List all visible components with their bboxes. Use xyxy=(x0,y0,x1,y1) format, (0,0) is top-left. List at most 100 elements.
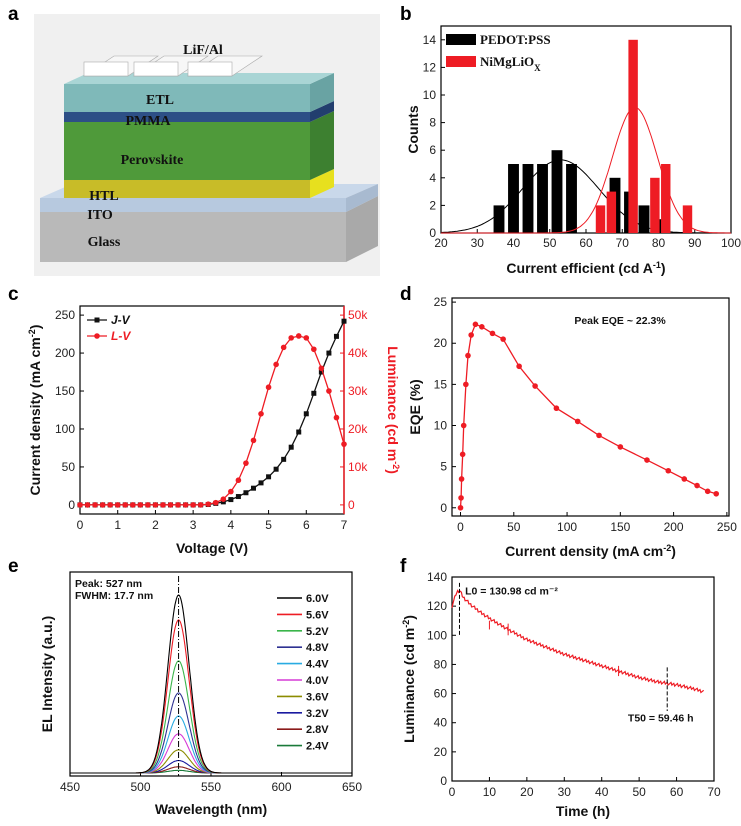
x-axis-label: Time (h) xyxy=(556,803,610,819)
point-lv xyxy=(341,441,347,447)
x-tick-label: 0 xyxy=(77,518,84,532)
legend-label: 5.2V xyxy=(306,626,329,638)
x-tick-label: 3 xyxy=(190,518,197,532)
eqe-point xyxy=(532,383,538,389)
point-lv xyxy=(114,502,121,508)
t50-annotation: T50 = 59.46 h xyxy=(628,712,694,724)
axes-c: 0 1 2 3 4 5 6 7050100150200250010k20k30k40k50kJ… xyxy=(27,305,401,556)
point-lv xyxy=(280,344,287,351)
x-tick-label: 600 xyxy=(271,780,291,794)
panel-label-b: b xyxy=(400,4,412,25)
y2-axis-label: Luminance (cd m-2) xyxy=(385,346,401,474)
y-tick-label: 5 xyxy=(440,460,447,474)
legend-label: 2.4V xyxy=(306,741,329,753)
plot-frame xyxy=(451,297,730,517)
x-tick-label: 30 xyxy=(558,785,572,799)
point-jv xyxy=(281,456,287,462)
glass-layer xyxy=(40,212,346,262)
point-lv xyxy=(107,502,113,508)
bar-pedot xyxy=(566,164,577,233)
y-tick-label: 50 xyxy=(62,460,76,474)
x-tick-label: 150 xyxy=(610,520,630,534)
point-jv xyxy=(333,333,339,339)
y-axis-label: EL Intensity (a.u.) xyxy=(39,616,55,732)
y-axis-label: Current density (mA cm-2) xyxy=(27,325,43,496)
y-tick-label: 10 xyxy=(434,419,448,433)
device-stack: LiF/Al ETL PMMA Perovskite HTL ITO Glass xyxy=(34,14,380,276)
point-lv xyxy=(333,414,340,421)
point-lv xyxy=(205,501,212,507)
layer-label-glass: Glass xyxy=(88,235,121,250)
y2-tick-label: 10k xyxy=(348,460,368,474)
point-jv xyxy=(311,390,317,396)
y-tick-label: 100 xyxy=(427,628,447,642)
bar-nimgliox xyxy=(661,164,671,233)
eqe-point xyxy=(472,321,479,328)
etl-side xyxy=(310,73,334,112)
y2-tick-label: 30k xyxy=(348,384,368,398)
legend-label: 3.2V xyxy=(306,708,329,720)
y-tick-label: 0 xyxy=(429,226,436,240)
line-lv xyxy=(80,335,345,506)
spectrum-annotation: Peak: 527 nm xyxy=(75,578,142,590)
x-tick-label: 10 xyxy=(483,785,497,799)
y-tick-label: 15 xyxy=(434,377,448,391)
x-tick-label: 30 xyxy=(471,236,485,250)
htl-layer xyxy=(64,180,310,198)
htl-side xyxy=(310,169,334,198)
y-tick-label: 2 xyxy=(429,198,436,212)
eqe-point xyxy=(463,381,469,388)
y2-tick-label: 0 xyxy=(348,498,355,512)
x-tick-label: 70 xyxy=(707,785,721,799)
point-jv xyxy=(235,494,241,500)
pmma-layer xyxy=(64,112,310,122)
y-tick-label: 150 xyxy=(55,384,75,398)
eqe-point xyxy=(459,451,466,458)
electrode-strip xyxy=(133,61,179,77)
point-jv xyxy=(228,497,234,503)
y-tick-label: 4 xyxy=(429,171,436,185)
x-tick-label: 60 xyxy=(670,785,684,799)
point-lv xyxy=(250,437,257,444)
bar-nimgliox xyxy=(628,39,638,233)
point-lv xyxy=(99,502,106,508)
ito-side xyxy=(346,184,378,212)
y-tick-label: 40 xyxy=(434,716,448,730)
eqe-point xyxy=(468,332,474,338)
point-jv xyxy=(243,490,249,496)
y-axis-label: EQE (%) xyxy=(407,379,423,434)
point-lv xyxy=(77,502,83,508)
x-tick-label: 80 xyxy=(652,236,666,250)
y-tick-label: 140 xyxy=(427,570,447,584)
point-lv xyxy=(182,502,189,508)
legend: PEDOT:PSS NiMgLiOX xyxy=(446,32,551,73)
x-tick-label: 5 xyxy=(265,518,272,532)
legend-label: 5.6V xyxy=(306,609,329,621)
point-jv xyxy=(326,350,332,356)
axes-d: 0 50 100 150 200 250 0 5 10 15 20 25 Peak EQE ~ 22.3… xyxy=(407,295,737,559)
legend-label: 3.6V xyxy=(306,691,329,703)
point-lv xyxy=(122,502,129,508)
x-tick-label: 20 xyxy=(520,785,534,799)
layer-label-perovskite: Perovskite xyxy=(121,153,184,168)
x-tick-label: 90 xyxy=(688,236,702,250)
y2-tick-label: 20k xyxy=(348,422,368,436)
eqe-line xyxy=(459,323,717,508)
x-tick-label: 50 xyxy=(632,785,646,799)
x-tick-label: 650 xyxy=(342,780,362,794)
point-lv xyxy=(265,384,272,391)
etl-layer xyxy=(64,84,310,112)
layer-label-lifal: LiF/Al xyxy=(183,43,223,58)
x-tick-label: 500 xyxy=(130,780,150,794)
bar-nimgliox xyxy=(682,205,693,233)
spectrum-3p6V xyxy=(70,749,352,774)
eqe-point xyxy=(553,405,560,412)
panel-label-e: e xyxy=(8,556,19,577)
eqe-point xyxy=(644,457,650,463)
fit-curve-pedot xyxy=(440,159,731,234)
x-axis-label: Current efficient (cd A-1) xyxy=(506,260,665,276)
panel-label-f: f xyxy=(400,556,407,577)
point-lv xyxy=(326,388,332,394)
bar-pedot xyxy=(638,205,650,233)
